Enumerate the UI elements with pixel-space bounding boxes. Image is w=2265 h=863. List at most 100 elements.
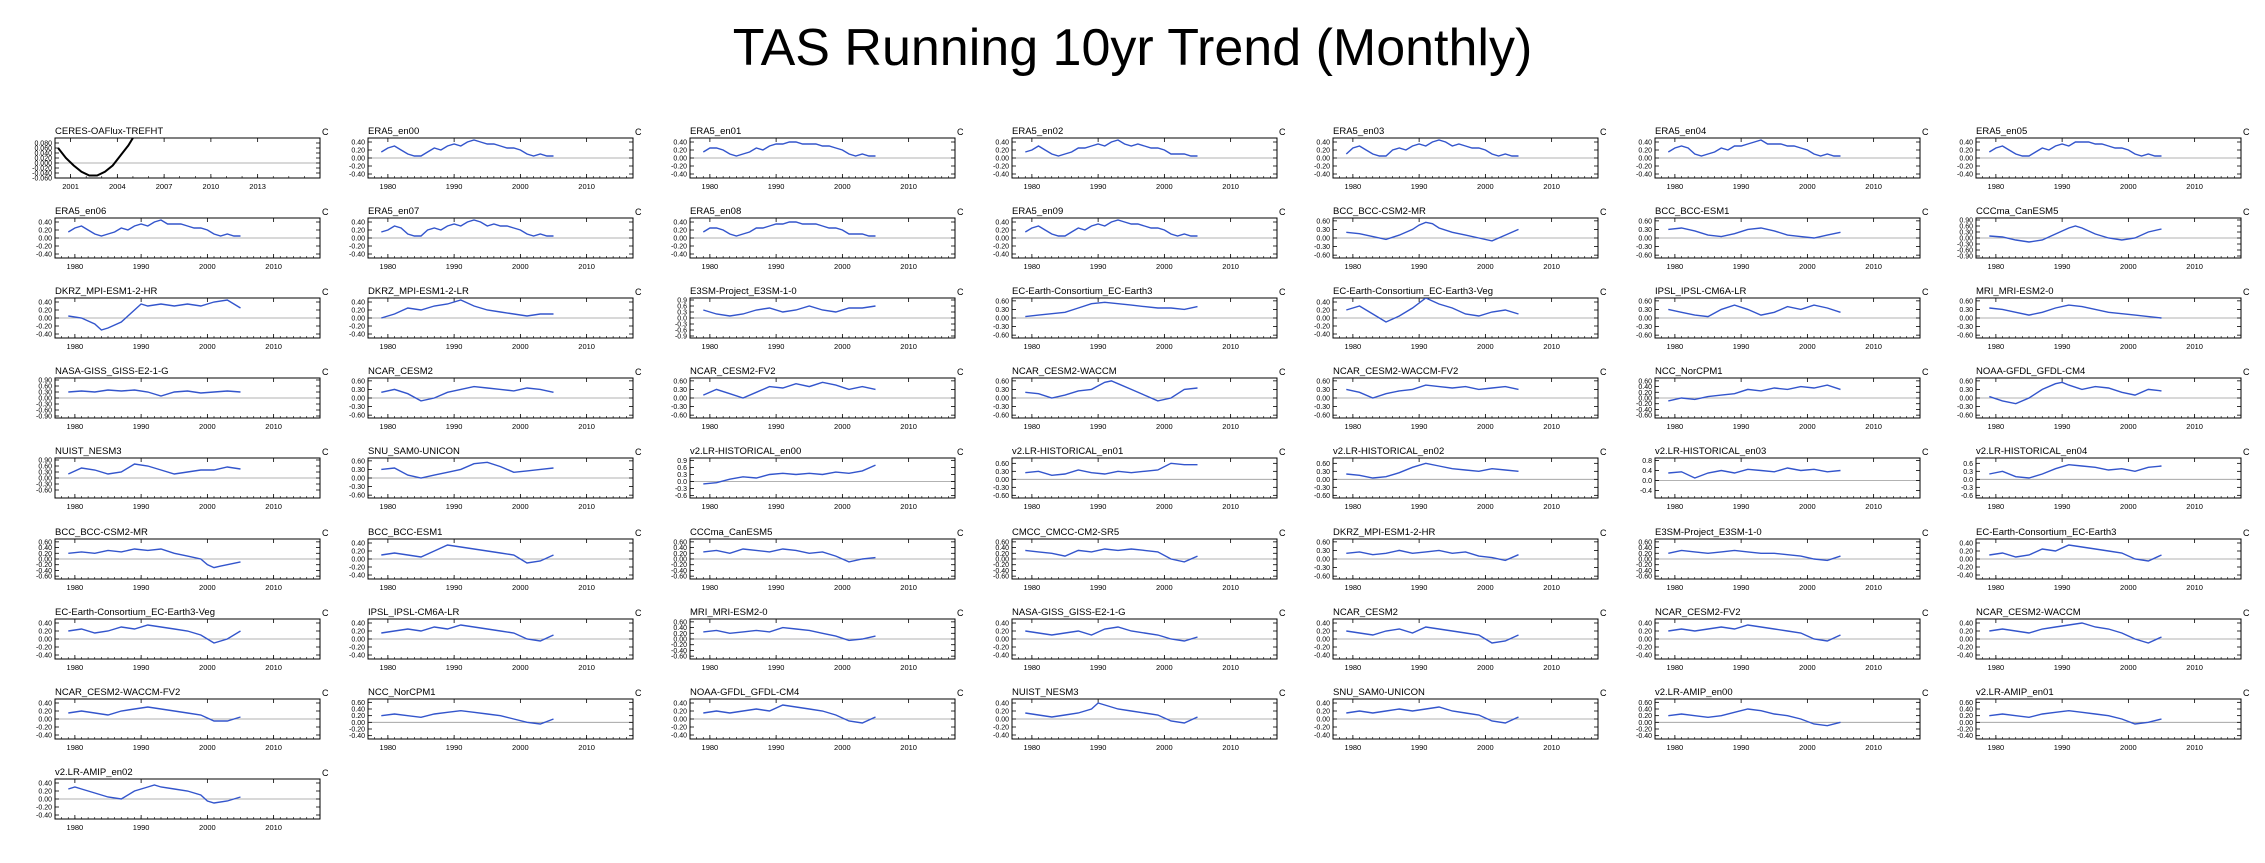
x-tick-label: 2000 <box>1156 663 1173 672</box>
x-tick-label: 2010 <box>1222 342 1239 351</box>
unit-label: C <box>322 287 329 297</box>
y-tick-label: 0.00 <box>673 156 687 163</box>
x-tick-label: 2000 <box>1799 583 1816 592</box>
chart-panel: BCC_BCC-CSM2-MR C 0.60 0.30 0.00-0.30 -0.60 19… <box>1314 206 1607 271</box>
series-line <box>68 299 241 331</box>
y-tick-label: -0.30 <box>671 404 687 411</box>
plot-frame <box>1975 698 2242 740</box>
chart-panel: EC-Earth-Consortium_EC-Earth3 C 0.60 0.30 0.… <box>993 286 1286 351</box>
y-tick-label: -0.3 <box>675 486 687 493</box>
x-tick-label: 1990 <box>1411 342 1428 351</box>
panel-title: CERES-OAFlux-TREFHT <box>55 126 163 137</box>
y-tick-label: -0.40 <box>671 648 687 655</box>
y-tick-label: 0.9 <box>677 298 687 305</box>
panel-title: ERA5_en04 <box>1655 126 1706 137</box>
y-tick-label: 0.00 <box>673 236 687 243</box>
panel-title: NUIST_NESM3 <box>1012 687 1079 698</box>
chart-panel: NOAA-GFDL_GFDL-CM4 C 0.400.200.00-0.20-0.4… <box>671 687 964 752</box>
x-tick-label: 2000 <box>512 342 529 351</box>
y-tick-label: -0.30 <box>1314 244 1330 251</box>
series-line <box>1345 139 1519 157</box>
y-tick-label: 0.00 <box>1316 396 1330 403</box>
x-tick-label: 1980 <box>1345 422 1362 431</box>
x-tick-label: 1990 <box>1411 743 1428 752</box>
y-tick-label: 0.30 <box>1316 387 1330 394</box>
y-tick-label: 0.00 <box>995 557 1009 564</box>
series-line <box>702 141 876 157</box>
series-line <box>1989 622 2162 644</box>
y-tick-label: 0.40 <box>1316 701 1330 708</box>
y-tick-label: 0.00 <box>38 316 52 323</box>
y-tick-label: -0.30 <box>1957 242 1973 249</box>
y-tick-label: 0.00 <box>1959 396 1973 403</box>
y-tick-label: 0.00 <box>1959 156 1973 163</box>
y-tick-label: -0.20 <box>349 727 365 734</box>
y-tick-label: -0.60 <box>349 493 365 500</box>
series-line <box>1668 384 1841 402</box>
x-tick-label: 2010 <box>2186 502 2203 511</box>
x-tick-label: 1990 <box>768 182 785 191</box>
chart-panel: v2.LR-AMIP_en02 C 0.400.200.00-0.20-0.40 19… <box>36 767 329 832</box>
x-tick-label: 2000 <box>2120 583 2137 592</box>
x-tick-label: 2010 <box>1543 262 1560 271</box>
x-tick-label: 2000 <box>834 743 851 752</box>
x-tick-label: 2010 <box>1543 342 1560 351</box>
y-tick-label: -0.40 <box>36 653 52 660</box>
y-tick-label: 0.30 <box>995 387 1009 394</box>
panel-title: NCAR_CESM2-WACCM <box>1012 366 1117 377</box>
panel-title: ERA5_en08 <box>690 206 741 217</box>
unit-label: C <box>1279 287 1286 297</box>
unit-label: C <box>1279 367 1286 377</box>
y-tick-label: 0.00 <box>995 396 1009 403</box>
x-tick-label: 1980 <box>702 262 719 271</box>
y-tick-label: 0.60 <box>1638 218 1652 225</box>
x-tick-label: 2000 <box>1156 583 1173 592</box>
series-line <box>381 709 554 725</box>
y-tick-label: -0.20 <box>349 244 365 251</box>
x-tick-label: 2010 <box>900 182 917 191</box>
chart-panel: IPSL_IPSL-CM6A-LR C 0.60 0.30 0.00-0.30 -0.60… <box>1636 286 1929 351</box>
x-tick-label: 1990 <box>446 182 463 191</box>
y-tick-label: -0.40 <box>993 733 1009 740</box>
y-tick-label: 0.40 <box>1638 384 1652 391</box>
panel-title: ERA5_en01 <box>690 126 741 137</box>
x-tick-label: 1980 <box>380 743 397 752</box>
x-tick-label: 2007 <box>156 182 173 191</box>
panel-title: v2.LR-HISTORICAL_en04 <box>1976 446 2087 457</box>
y-tick-label: -0.40 <box>349 252 365 259</box>
y-tick-label: -0.20 <box>1636 401 1652 408</box>
x-tick-label: 2010 <box>900 262 917 271</box>
series-line <box>1668 227 1841 239</box>
y-tick-label: -0.20 <box>349 164 365 171</box>
panel-title: NCC_NorCPM1 <box>368 687 436 698</box>
y-tick-label: 0.20 <box>1638 148 1652 155</box>
x-tick-label: 1990 <box>1411 663 1428 672</box>
y-tick-label: 0.40 <box>38 621 52 628</box>
y-tick-label: 0.30 <box>1316 227 1330 234</box>
x-tick-label: 2010 <box>265 583 282 592</box>
x-tick-label: 2010 <box>1865 663 1882 672</box>
y-tick-label: -0.40 <box>349 573 365 580</box>
x-tick-label: 1980 <box>67 262 84 271</box>
y-tick-label: 0.080 <box>34 141 52 148</box>
series-line <box>1346 626 1519 644</box>
y-tick-label: 0.0 <box>677 316 687 323</box>
x-tick-label: 2010 <box>900 422 917 431</box>
y-tick-label: 0.20 <box>38 551 52 558</box>
x-tick-label: 1980 <box>67 663 84 672</box>
x-tick-label: 2000 <box>1799 663 1816 672</box>
x-tick-label: 2000 <box>1799 182 1816 191</box>
y-tick-label: 0.30 <box>1638 307 1652 314</box>
chart-panel: NCC_NorCPM1 C 0.600.400.200.00-0.20-0.40-0… <box>1636 366 1929 431</box>
y-tick-label: 0.020 <box>34 156 52 163</box>
x-tick-label: 1980 <box>1988 502 2005 511</box>
y-tick-label: -0.040 <box>32 171 52 178</box>
x-tick-label: 1980 <box>380 182 397 191</box>
chart-panel: ERA5_en07 C 0.400.200.00-0.20-0.40 1980 1990… <box>349 206 642 271</box>
y-tick-label: -0.30 <box>349 484 365 491</box>
x-tick-label: 1980 <box>1024 502 1041 511</box>
x-tick-label: 1980 <box>702 342 719 351</box>
panel-title: NASA-GISS_GISS-E2-1-G <box>55 366 169 377</box>
y-tick-label: -0.40 <box>1636 733 1652 740</box>
